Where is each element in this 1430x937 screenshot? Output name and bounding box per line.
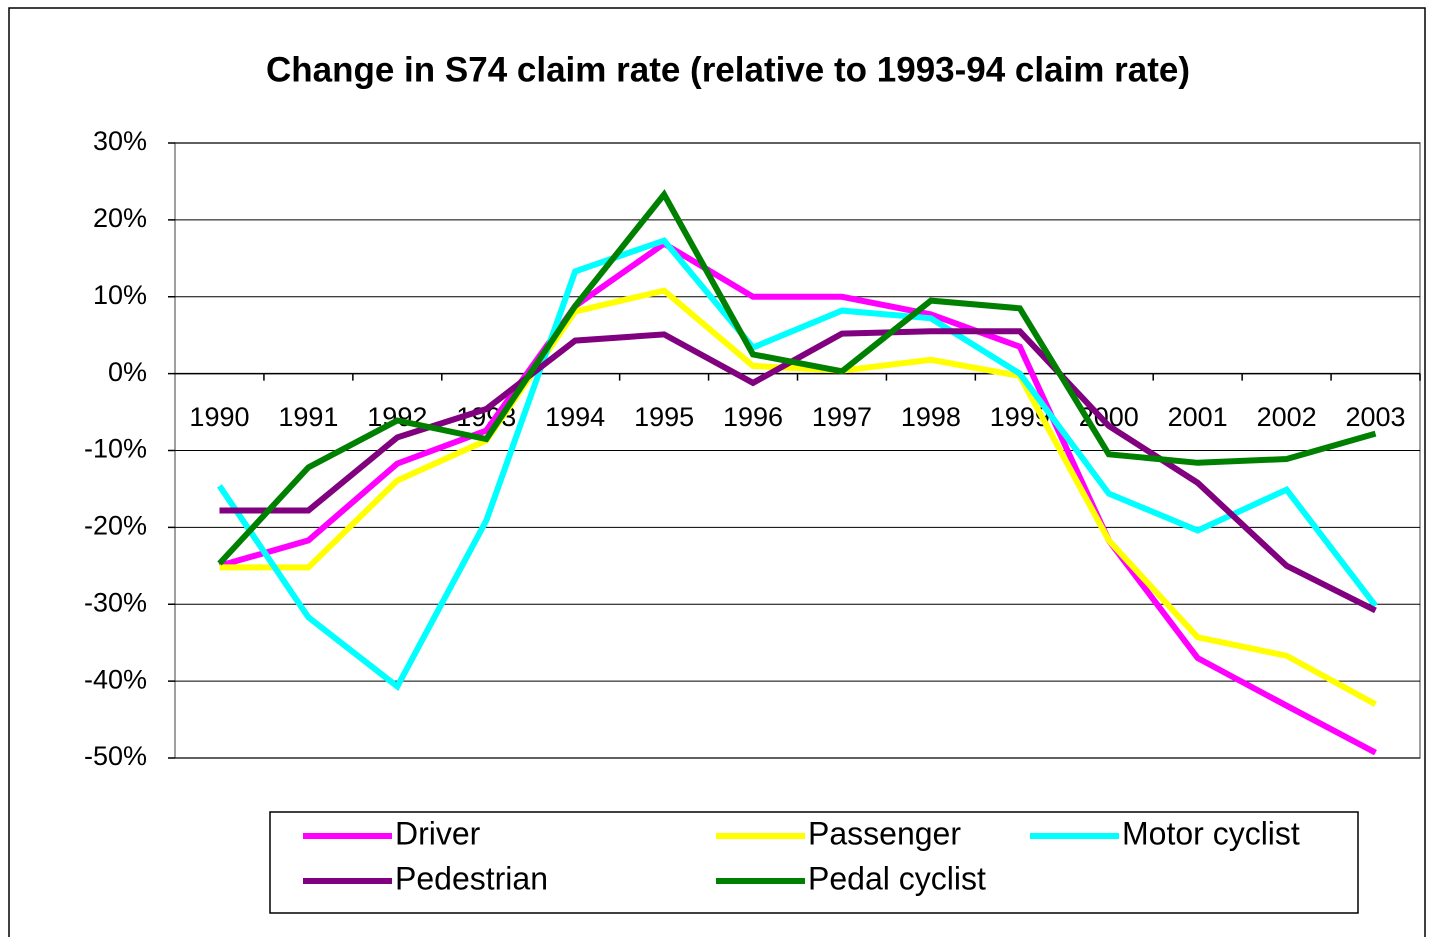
y-tick-label: 0% [108,357,147,387]
legend-label: Driver [395,815,481,851]
x-tick-label: 2003 [1345,402,1405,432]
legend-label: Motor cyclist [1122,815,1300,851]
y-tick-label: -50% [84,741,147,771]
x-tick-label: 1996 [723,402,783,432]
x-tick-label: 2002 [1257,402,1317,432]
legend-label: Pedestrian [395,860,548,896]
y-tick-label: 10% [93,280,147,310]
series-line [218,240,1377,756]
series-line [219,287,1377,707]
x-tick-label: 2001 [1168,402,1228,432]
y-tick-label: -10% [84,434,147,464]
y-tick-label: 30% [93,126,147,156]
legend-box [269,811,1359,914]
y-tick-label: -30% [84,587,147,617]
y-tick-label: 20% [93,203,147,233]
x-tick-label: 1998 [901,402,961,432]
x-tick-label: 1995 [634,402,694,432]
y-tick-label: -20% [84,511,147,541]
chart-title: Change in S74 claim rate (relative to 19… [266,50,1190,89]
y-tick-label: -40% [84,664,147,694]
x-tick-label: 1997 [812,402,872,432]
x-tick-label: 1991 [278,402,338,432]
x-tick-label: 1994 [545,402,605,432]
legend-label: Passenger [808,815,961,851]
series-line [217,237,1378,692]
series-line [219,328,1377,614]
legend-label: Pedal cyclist [808,860,986,896]
x-tick-label: 1990 [189,402,249,432]
series-line [217,189,1377,566]
